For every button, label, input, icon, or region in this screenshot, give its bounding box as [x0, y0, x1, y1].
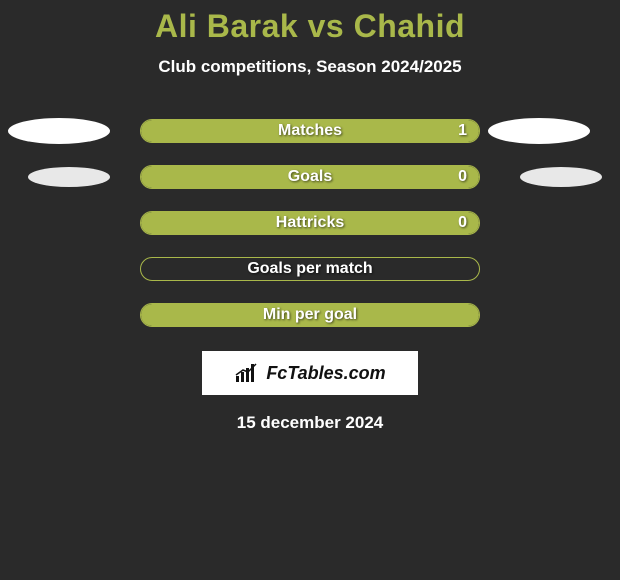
- stat-rows: Matches 1 Goals 0 Hattricks 0 Goals per match M…: [0, 119, 620, 327]
- stat-value: 0: [458, 214, 467, 232]
- ellipse-left: [8, 118, 110, 144]
- stat-label: Goals per match: [247, 260, 372, 278]
- stat-row: Goals 0: [0, 165, 620, 189]
- stat-value: 1: [458, 122, 467, 140]
- stat-bar: Min per goal: [140, 303, 480, 327]
- stat-label: Min per goal: [263, 306, 357, 324]
- subtitle: Club competitions, Season 2024/2025: [0, 57, 620, 77]
- stat-row: Matches 1: [0, 119, 620, 143]
- stat-bar: Matches 1: [140, 119, 480, 143]
- ellipse-left: [28, 167, 110, 187]
- ellipse-right: [520, 167, 602, 187]
- stat-label: Matches: [278, 122, 342, 140]
- page-title: Ali Barak vs Chahid: [0, 8, 620, 45]
- stat-bar: Hattricks 0: [140, 211, 480, 235]
- logo-box: FcTables.com: [202, 351, 418, 395]
- stat-value: 0: [458, 168, 467, 186]
- logo-text: FcTables.com: [266, 363, 385, 384]
- stat-row: Min per goal: [0, 303, 620, 327]
- chart-icon: [234, 362, 260, 384]
- ellipse-right: [488, 118, 590, 144]
- date-label: 15 december 2024: [0, 413, 620, 433]
- comparison-card: Ali Barak vs Chahid Club competitions, S…: [0, 0, 620, 433]
- stat-label: Hattricks: [276, 214, 344, 232]
- stat-label: Goals: [288, 168, 332, 186]
- stat-bar: Goals 0: [140, 165, 480, 189]
- stat-row: Goals per match: [0, 257, 620, 281]
- stat-bar: Goals per match: [140, 257, 480, 281]
- stat-row: Hattricks 0: [0, 211, 620, 235]
